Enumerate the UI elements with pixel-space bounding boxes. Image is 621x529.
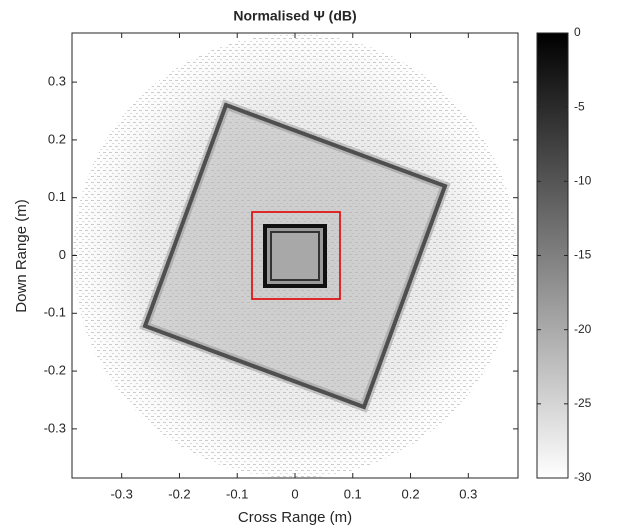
x-tick-label: 0.2 (402, 486, 420, 501)
x-tick-label: -0.1 (226, 486, 248, 501)
colorbar-tick-label: -25 (574, 396, 592, 410)
colorbar-tick-label: 0 (574, 25, 581, 39)
colorbar-tick-label: -15 (574, 248, 592, 262)
highlight-box (251, 211, 341, 300)
x-axis-label: Cross Range (m) (238, 509, 352, 526)
x-tick-label: -0.2 (168, 486, 190, 501)
x-tick-label: 0.1 (344, 486, 362, 501)
colorbar-tick-label: -10 (574, 174, 592, 188)
colorbar-tick-label: -5 (574, 99, 585, 113)
colorbar-tick-label: -30 (574, 470, 592, 484)
y-tick-label: -0.3 (44, 420, 66, 435)
y-tick-label: 0.3 (48, 74, 66, 89)
x-tick-label: 0.3 (459, 486, 477, 501)
y-tick-label: 0.2 (48, 131, 66, 146)
y-tick-label: 0 (59, 247, 66, 262)
image-content (73, 34, 517, 478)
y-tick-label: 0.1 (48, 189, 66, 204)
y-tick-label: -0.2 (44, 363, 66, 378)
x-tick-label: -0.3 (110, 486, 132, 501)
chart-title: Normalised Ψ (dB) (233, 8, 356, 24)
y-axis-label: Down Range (m) (13, 199, 30, 312)
colorbar (536, 32, 569, 479)
colorbar-tick-label: -20 (574, 322, 592, 336)
x-tick-label: 0 (291, 486, 298, 501)
y-tick-label: -0.1 (44, 305, 66, 320)
